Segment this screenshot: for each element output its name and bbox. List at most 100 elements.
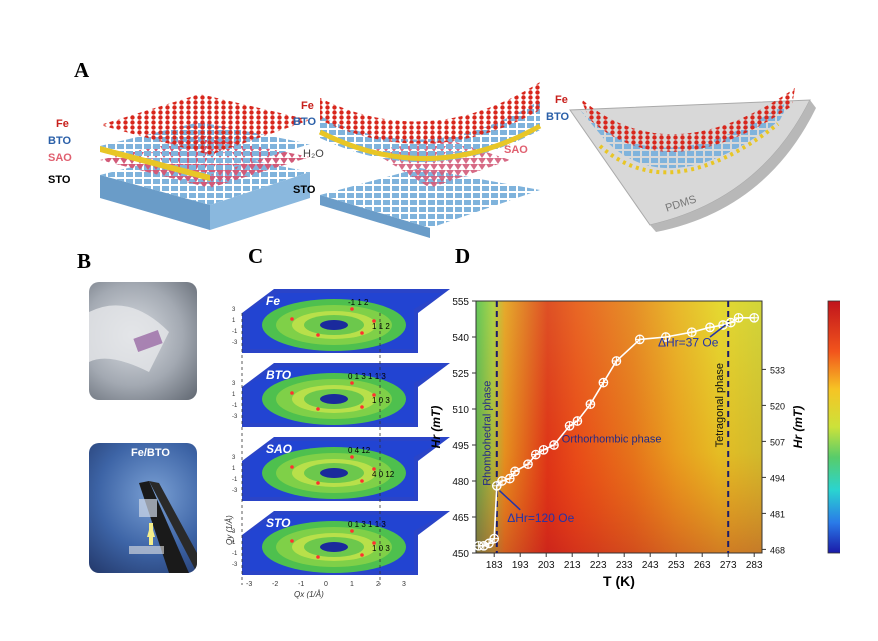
y-tick-label: 480 [452,477,469,488]
xrd-x-tick-label: 0 [324,581,328,588]
data-point [572,416,583,426]
diffraction-spot [350,455,354,459]
data-point-marker [538,444,549,455]
xrd-y-axis-label: Qy (1/Å) [225,515,234,545]
data-point [585,399,596,410]
y-tick-label: 495 [452,441,469,452]
data-point [611,356,622,366]
data-point-marker [549,440,559,450]
data-point [478,540,489,551]
y2-tick-label: 520 [770,401,785,411]
x-axis-label: T (K) [603,573,635,589]
diffraction-spot [372,541,376,545]
xrd-spot-label: 4 0 12 [372,470,395,479]
diffraction-spot [350,307,354,311]
xrd-tick-label: 3 [232,381,236,387]
annotation-arrow [709,324,727,338]
fig3-fe-label: Fe [555,94,568,106]
data-point [634,334,645,345]
xrd-tick-label: -1 [232,477,238,483]
diffraction-spot [360,553,364,557]
fig2-fe-label: Fe [301,100,314,112]
annotation-delta-hr-120: ΔHr=120 Oe [507,511,574,525]
diffraction-spot [372,467,376,471]
xrd-spot-label: 1 1 2 [372,322,390,331]
data-point [725,317,736,328]
diffraction-spot [316,333,320,337]
xrd-x-axis-label: Qx (1/Å) [294,590,324,599]
x-tick-label: 243 [642,560,659,571]
plot-frame [475,300,763,554]
annotation-tetragonal: Tetragonal phase [714,363,726,447]
panel-c-xrd-maps: Fe -1 1 2 1 1 2 3 1 -1 -3 BTO 0 1 3 1 1 3 1 0 3 3 1… [225,289,450,599]
data-point-marker [598,377,609,388]
diffraction-spot [316,555,320,559]
data-point-marker [634,334,645,345]
y-tick-label: 510 [452,405,469,416]
data-point [564,420,575,431]
xrd-tick-label: 3 [232,307,236,313]
panel-a: Fe BTO SAO STO Fe BTO H₂O SAO STO Fe BTO… [48,80,840,240]
fig2-sto-label: STO [293,184,316,196]
data-point [705,322,715,333]
colorbar [827,300,840,554]
panel-label-a: A [74,58,90,82]
xrd-x-tick-label: 2 [376,581,380,588]
y2-tick-label: 494 [770,473,785,483]
diffraction-spot [290,391,294,395]
data-point-marker [484,538,494,549]
xrd-tick-label: 1 [232,466,236,472]
y-axis-label: Hr (mT) [429,406,443,449]
xrd-layer-bto: BTO 0 1 3 1 1 3 1 0 3 3 1 -1 -3 [232,363,450,427]
y2-tick-label: 507 [770,437,785,447]
y2-tick-label: 468 [770,545,785,555]
xrd-layer-sto: STO 0 1 3 1 1 3 1 0 3 3 1 -1 -3 [232,511,450,575]
fig1-sto-label: STO [48,174,71,186]
x-tick-label: 183 [486,560,503,571]
data-point [660,332,671,342]
xrd-layer-sao: SAO 0 4 12 4 0 12 3 1 -1 -3 [232,437,450,501]
diffraction-spot [350,529,354,533]
y-tick-label: 465 [452,513,469,524]
diffraction-spot [290,539,294,543]
xrd-spot-label: 0 1 3 1 1 3 [348,372,386,381]
panel-d-chart: 450 465 480 495 510 525 540 555 183 193 203 213 223 2… [429,297,840,589]
xrd-tick-label: -3 [232,488,238,494]
fig1-sao-label: SAO [48,152,72,164]
data-point-marker [733,312,744,323]
data-point-marker [510,466,520,477]
xrd-tick-label: -1 [232,329,238,335]
x-tick-label: 223 [590,560,607,571]
x-tick-label: 193 [512,560,529,571]
data-point-marker [491,480,502,491]
annotation-delta-hr-37: ΔHr=37 Oe [658,336,719,350]
diffraction-spot [290,317,294,321]
y-tick-label: 555 [452,297,469,308]
xrd-spot-label: 0 1 3 1 1 3 [348,520,386,529]
data-point-marker [523,459,533,470]
x-tick-label: 253 [668,560,685,571]
data-point [497,476,507,486]
xrd-tick-label: -3 [232,340,238,346]
data-point [484,538,494,549]
y-tick-label: 525 [452,369,469,380]
xrd-spot-label: -1 1 2 [348,298,369,307]
data-point-marker [572,416,583,426]
x-tick-label: 233 [616,560,633,571]
xrd-layer-name: Fe [266,294,280,308]
xrd-tick-label: -1 [232,551,238,557]
fe-bto-label: Fe/BTO [131,447,170,459]
xrd-spot-label: 1 0 3 [372,396,390,405]
data-point-marker [504,473,515,484]
x-tick-label: 213 [564,560,581,571]
y2-tick-label: 481 [770,509,785,519]
data-point [504,473,515,484]
y2-axis-label: Hr (mT) [791,406,805,449]
panel-label-d: D [455,244,471,268]
diffraction-spot [372,319,376,323]
photo-tweezers-film: Fe/BTO [89,443,197,573]
peeling-illustration [318,82,542,238]
data-point [686,327,697,338]
xrd-x-tick-label: -2 [272,581,278,588]
fig3-bto-label: BTO [546,111,570,123]
